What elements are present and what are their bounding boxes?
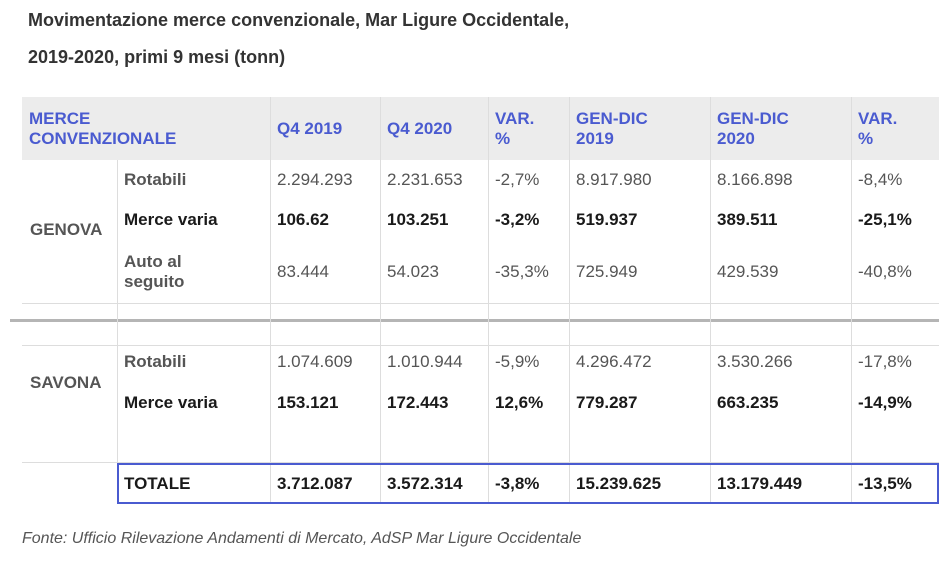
value-cell: -25,1% [858, 210, 912, 229]
row-line [22, 462, 939, 463]
header-cell: MERCE CONVENZIONALE [22, 97, 270, 160]
row-label: Merce varia [124, 210, 218, 229]
total-box [117, 463, 939, 504]
value-cell: -2,7% [495, 170, 540, 189]
header-text: GEN-DIC 2020 [717, 108, 789, 148]
value-cell: 8.166.898 [717, 170, 793, 189]
header-text: GEN-DIC 2019 [576, 108, 648, 148]
value-cell: 153.121 [277, 393, 339, 412]
column-line [569, 97, 570, 503]
column-line [488, 97, 489, 503]
header-cell: Q4 2020 [380, 97, 488, 160]
group-separator [10, 319, 939, 322]
header-cell: GEN-DIC 2020 [710, 97, 851, 160]
value-cell: 725.949 [576, 261, 638, 281]
total-value: 13.179.449 [717, 473, 803, 493]
row-label: Merce varia [124, 393, 218, 412]
value-cell: 1.074.609 [277, 352, 353, 371]
value-cell: 663.235 [717, 393, 779, 412]
column-line [851, 97, 852, 503]
header-background [22, 97, 939, 160]
header-text: VAR. % [495, 108, 535, 148]
value-cell: 519.937 [576, 210, 638, 229]
total-label: TOTALE [124, 473, 191, 493]
group-label: GENOVA [30, 220, 103, 239]
value-cell: 8.917.980 [576, 170, 652, 189]
value-cell: 429.539 [717, 261, 779, 281]
column-line [710, 97, 711, 503]
value-cell: 83.444 [277, 261, 329, 281]
group-label: SAVONA [30, 372, 102, 392]
value-cell: -3,2% [495, 210, 540, 229]
title-line: Movimentazione merce convenzionale, Mar … [28, 10, 570, 30]
header-text: Q4 2020 [387, 118, 453, 138]
value-cell: 2.294.293 [277, 170, 353, 189]
value-cell: -14,9% [858, 393, 912, 412]
value-cell: -40,8% [858, 261, 912, 281]
header-cell: VAR. % [488, 97, 569, 160]
value-cell: 106.62 [277, 210, 329, 229]
header-cell: Q4 2019 [270, 97, 380, 160]
header-text: Q4 2019 [277, 118, 343, 138]
row-label: Auto al seguito [124, 251, 185, 291]
value-cell: 54.023 [387, 261, 439, 281]
total-value: -13,5% [858, 473, 912, 493]
value-cell: 12,6% [495, 393, 544, 412]
header-cell: GEN-DIC 2019 [569, 97, 710, 160]
header-text: MERCE CONVENZIONALE [29, 108, 177, 148]
row-label: Rotabili [124, 352, 187, 371]
total-value: 3.712.087 [277, 473, 353, 493]
source-note: Fonte: Ufficio Rilevazione Andamenti di … [22, 530, 582, 547]
header-cell: VAR. % [851, 97, 939, 160]
column-line [270, 97, 271, 503]
total-value: -3,8% [495, 473, 540, 493]
row-line [22, 303, 939, 304]
value-cell: 103.251 [387, 210, 449, 229]
row-line [22, 345, 939, 346]
value-cell: -17,8% [858, 352, 912, 371]
value-cell: 4.296.472 [576, 352, 652, 371]
header-text: VAR. % [858, 108, 898, 148]
value-cell: -8,4% [858, 170, 903, 189]
value-cell: 1.010.944 [387, 352, 463, 371]
value-cell: -35,3% [495, 261, 549, 281]
title-line: 2019-2020, primi 9 mesi (tonn) [28, 47, 286, 67]
total-value: 15.239.625 [576, 473, 662, 493]
value-cell: 389.511 [717, 210, 778, 229]
value-cell: 3.530.266 [717, 352, 793, 371]
column-line [380, 97, 381, 503]
value-cell: -5,9% [495, 352, 540, 371]
value-cell: 172.443 [387, 393, 449, 412]
row-label: Rotabili [124, 170, 187, 189]
total-value: 3.572.314 [387, 473, 463, 493]
column-line [117, 160, 118, 503]
value-cell: 2.231.653 [387, 170, 463, 189]
value-cell: 779.287 [576, 393, 638, 412]
